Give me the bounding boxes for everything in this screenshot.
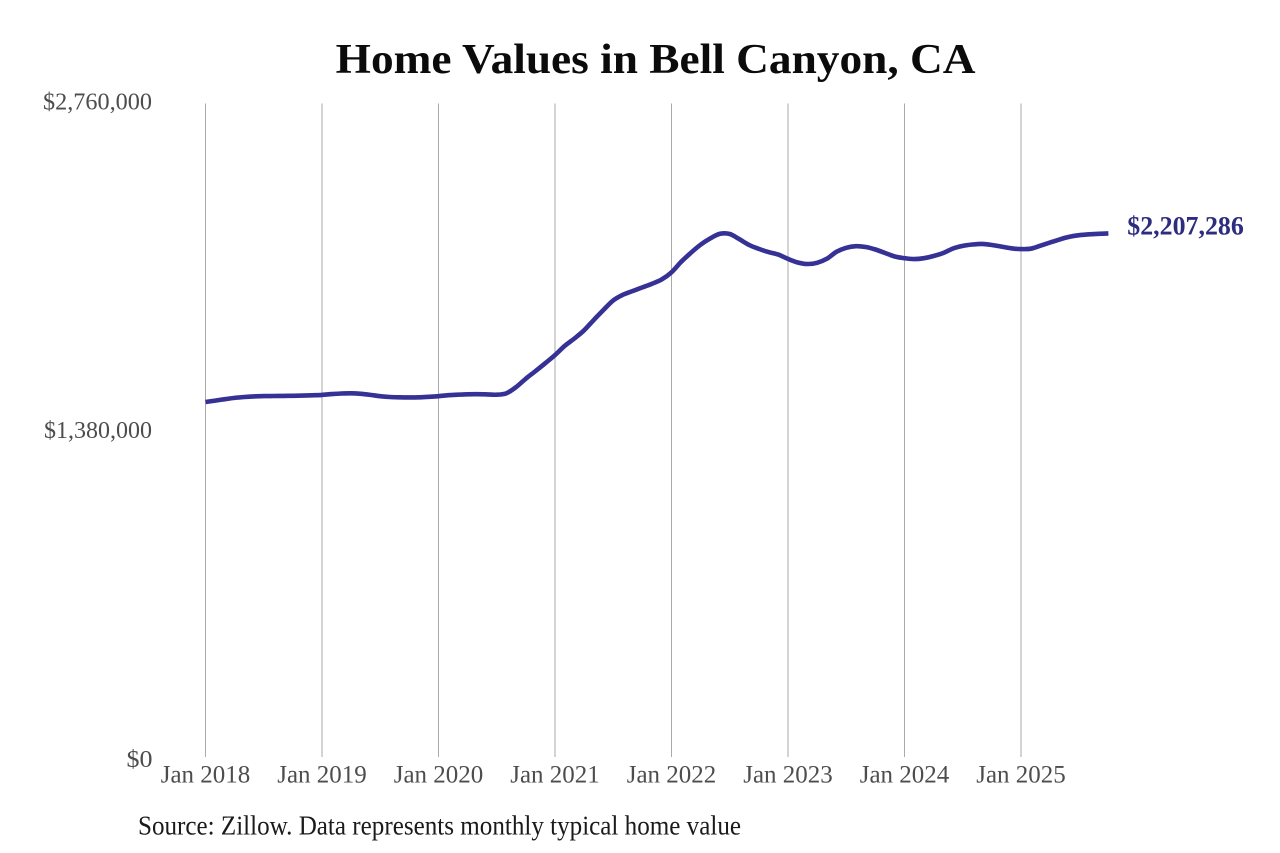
svg-text:Jan 2020: Jan 2020 bbox=[394, 761, 484, 788]
svg-text:Source: Zillow. Data represent: Source: Zillow. Data represents monthly … bbox=[138, 811, 741, 841]
svg-text:Jan 2018: Jan 2018 bbox=[161, 761, 251, 788]
svg-text:Jan 2023: Jan 2023 bbox=[743, 761, 833, 788]
svg-text:Jan 2019: Jan 2019 bbox=[277, 761, 367, 788]
svg-text:$0: $0 bbox=[127, 747, 153, 773]
svg-text:Jan 2021: Jan 2021 bbox=[510, 761, 600, 788]
svg-text:$2,207,286: $2,207,286 bbox=[1127, 211, 1244, 240]
svg-text:Jan 2022: Jan 2022 bbox=[627, 761, 717, 788]
svg-text:Home Values in Bell Canyon, CA: Home Values in Bell Canyon, CA bbox=[336, 37, 977, 83]
svg-text:Jan 2025: Jan 2025 bbox=[976, 761, 1066, 788]
svg-text:Jan 2024: Jan 2024 bbox=[860, 761, 950, 788]
svg-text:$1,380,000: $1,380,000 bbox=[44, 418, 152, 444]
svg-text:$2,760,000: $2,760,000 bbox=[43, 90, 152, 116]
